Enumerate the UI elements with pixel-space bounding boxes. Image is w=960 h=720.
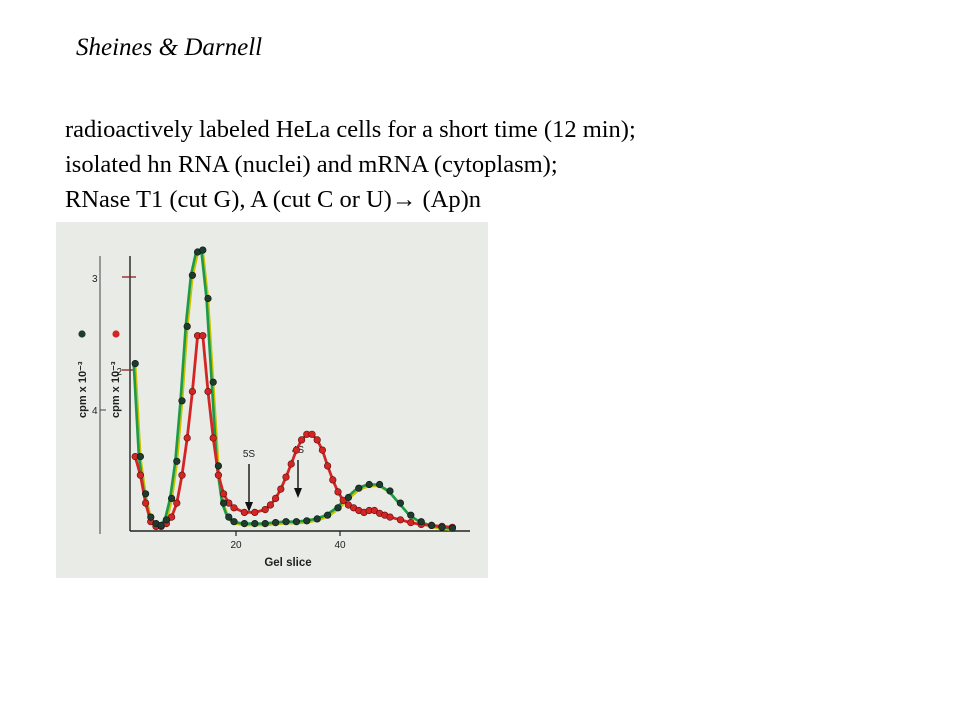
series-dark-point <box>438 523 446 531</box>
series-dark-point <box>199 246 207 254</box>
y-tick-label-4: 4 <box>92 406 98 417</box>
series-dark-point <box>313 515 321 523</box>
author-credit: Sheines & Darnell <box>76 34 263 61</box>
series-red-point <box>386 513 394 521</box>
description-line-3: RNase T1 (cut G), A (cut C or U)→ (Ap)n <box>65 186 481 213</box>
x-axis-label: Gel slice <box>264 557 311 569</box>
description-lines: radioactively labeled HeLa cells for a s… <box>65 112 636 217</box>
series-dark-point <box>407 511 415 519</box>
series-dark-point <box>417 518 425 526</box>
series-red-point <box>230 504 238 512</box>
description-line-1: radioactively labeled HeLa cells for a s… <box>65 116 636 143</box>
series-dark-point <box>178 397 186 405</box>
series-dark-point <box>261 520 269 528</box>
y-axis-label-left: cpm x 10⁻³ <box>77 361 89 418</box>
series-dark-point <box>376 480 384 489</box>
gel-profile-figure: 3 2 4 cpm x 10⁻³ cpm x 10⁻³ 20 40 Gel sl… <box>56 222 488 578</box>
series-dark-point <box>272 519 280 527</box>
series-dark-point <box>344 493 353 502</box>
x-tick-label-20: 20 <box>230 540 242 551</box>
series-red-point <box>240 508 248 517</box>
series-red-point <box>266 501 274 509</box>
series-dark-point <box>147 513 155 521</box>
series-red-point <box>324 462 332 470</box>
series-red-point <box>396 516 405 524</box>
series-red-point <box>277 485 285 493</box>
series-red-point <box>214 471 222 479</box>
series-red-point <box>308 430 316 438</box>
series-dark-point <box>173 457 181 465</box>
y-tick-label-3: 3 <box>92 274 98 285</box>
series-dark-point <box>282 518 290 526</box>
gel-profile-chart: 3 2 4 cpm x 10⁻³ cpm x 10⁻³ 20 40 Gel sl… <box>77 246 470 569</box>
series-dark-point <box>303 517 311 525</box>
series-red-point <box>136 471 144 479</box>
series-red-point <box>220 490 228 498</box>
series-dark-point <box>131 360 139 368</box>
series-dark-point <box>230 518 238 526</box>
series-dark-point <box>324 511 332 519</box>
series-dark-point <box>183 322 191 330</box>
series-dark-point <box>251 520 259 528</box>
series-red-point <box>407 519 415 527</box>
series-dark-point <box>355 484 363 492</box>
series-red-point <box>292 446 300 454</box>
series-red-point <box>287 460 295 468</box>
series-red-point <box>209 434 217 442</box>
series-dark-point <box>396 499 405 507</box>
series-dark-point <box>214 462 222 470</box>
description-line-2: isolated hn RNA (nuclei) and mRNA (cytop… <box>65 151 558 178</box>
series-red-point <box>334 488 342 496</box>
series-red-point <box>141 499 150 507</box>
series-red-point <box>178 471 186 479</box>
annotation-4s-arrowhead <box>294 488 302 498</box>
series-red-point <box>261 506 269 514</box>
annotation-5s-arrowhead <box>245 502 253 512</box>
series-dark-point <box>136 453 144 461</box>
series-red-point <box>188 387 196 396</box>
series-red-point <box>298 436 306 444</box>
series-red-point <box>272 494 280 503</box>
y-tick-label-2: 2 <box>116 367 122 378</box>
series-dark-point <box>448 524 457 532</box>
series-red-point <box>282 473 290 481</box>
y-axis-label-right: cpm x 10⁻³ <box>110 361 122 418</box>
series-dark-point <box>167 494 176 503</box>
series-red-point <box>329 476 337 484</box>
series-red-point <box>251 508 259 517</box>
legend-dot-dark <box>78 330 86 338</box>
series-dark-point <box>162 516 170 524</box>
series-red-point <box>173 499 181 507</box>
series-dark-point <box>204 294 212 303</box>
series-dark-point <box>292 518 300 526</box>
series-dark-point <box>209 378 217 386</box>
series-red-point <box>313 436 321 444</box>
x-tick-label-40: 40 <box>334 540 346 551</box>
series-dark-point <box>240 520 248 528</box>
series-yellow-line <box>133 250 453 531</box>
series-dark-point <box>220 499 228 507</box>
annotation-5s-label: 5S <box>243 449 256 460</box>
series-dark-point <box>365 480 373 489</box>
series-dark-point <box>188 271 196 279</box>
series-dark-point <box>225 513 233 521</box>
series-dark-point <box>334 504 342 512</box>
series-red-point <box>204 387 212 396</box>
series-red-point <box>318 446 327 454</box>
series-dark-point <box>141 490 150 498</box>
series-dark-point <box>428 521 436 530</box>
legend-dot-red <box>112 330 120 338</box>
series-dark-point <box>157 521 165 530</box>
series-red-point <box>199 332 207 340</box>
series-red-point <box>183 434 191 442</box>
series-dark-point <box>386 487 394 495</box>
